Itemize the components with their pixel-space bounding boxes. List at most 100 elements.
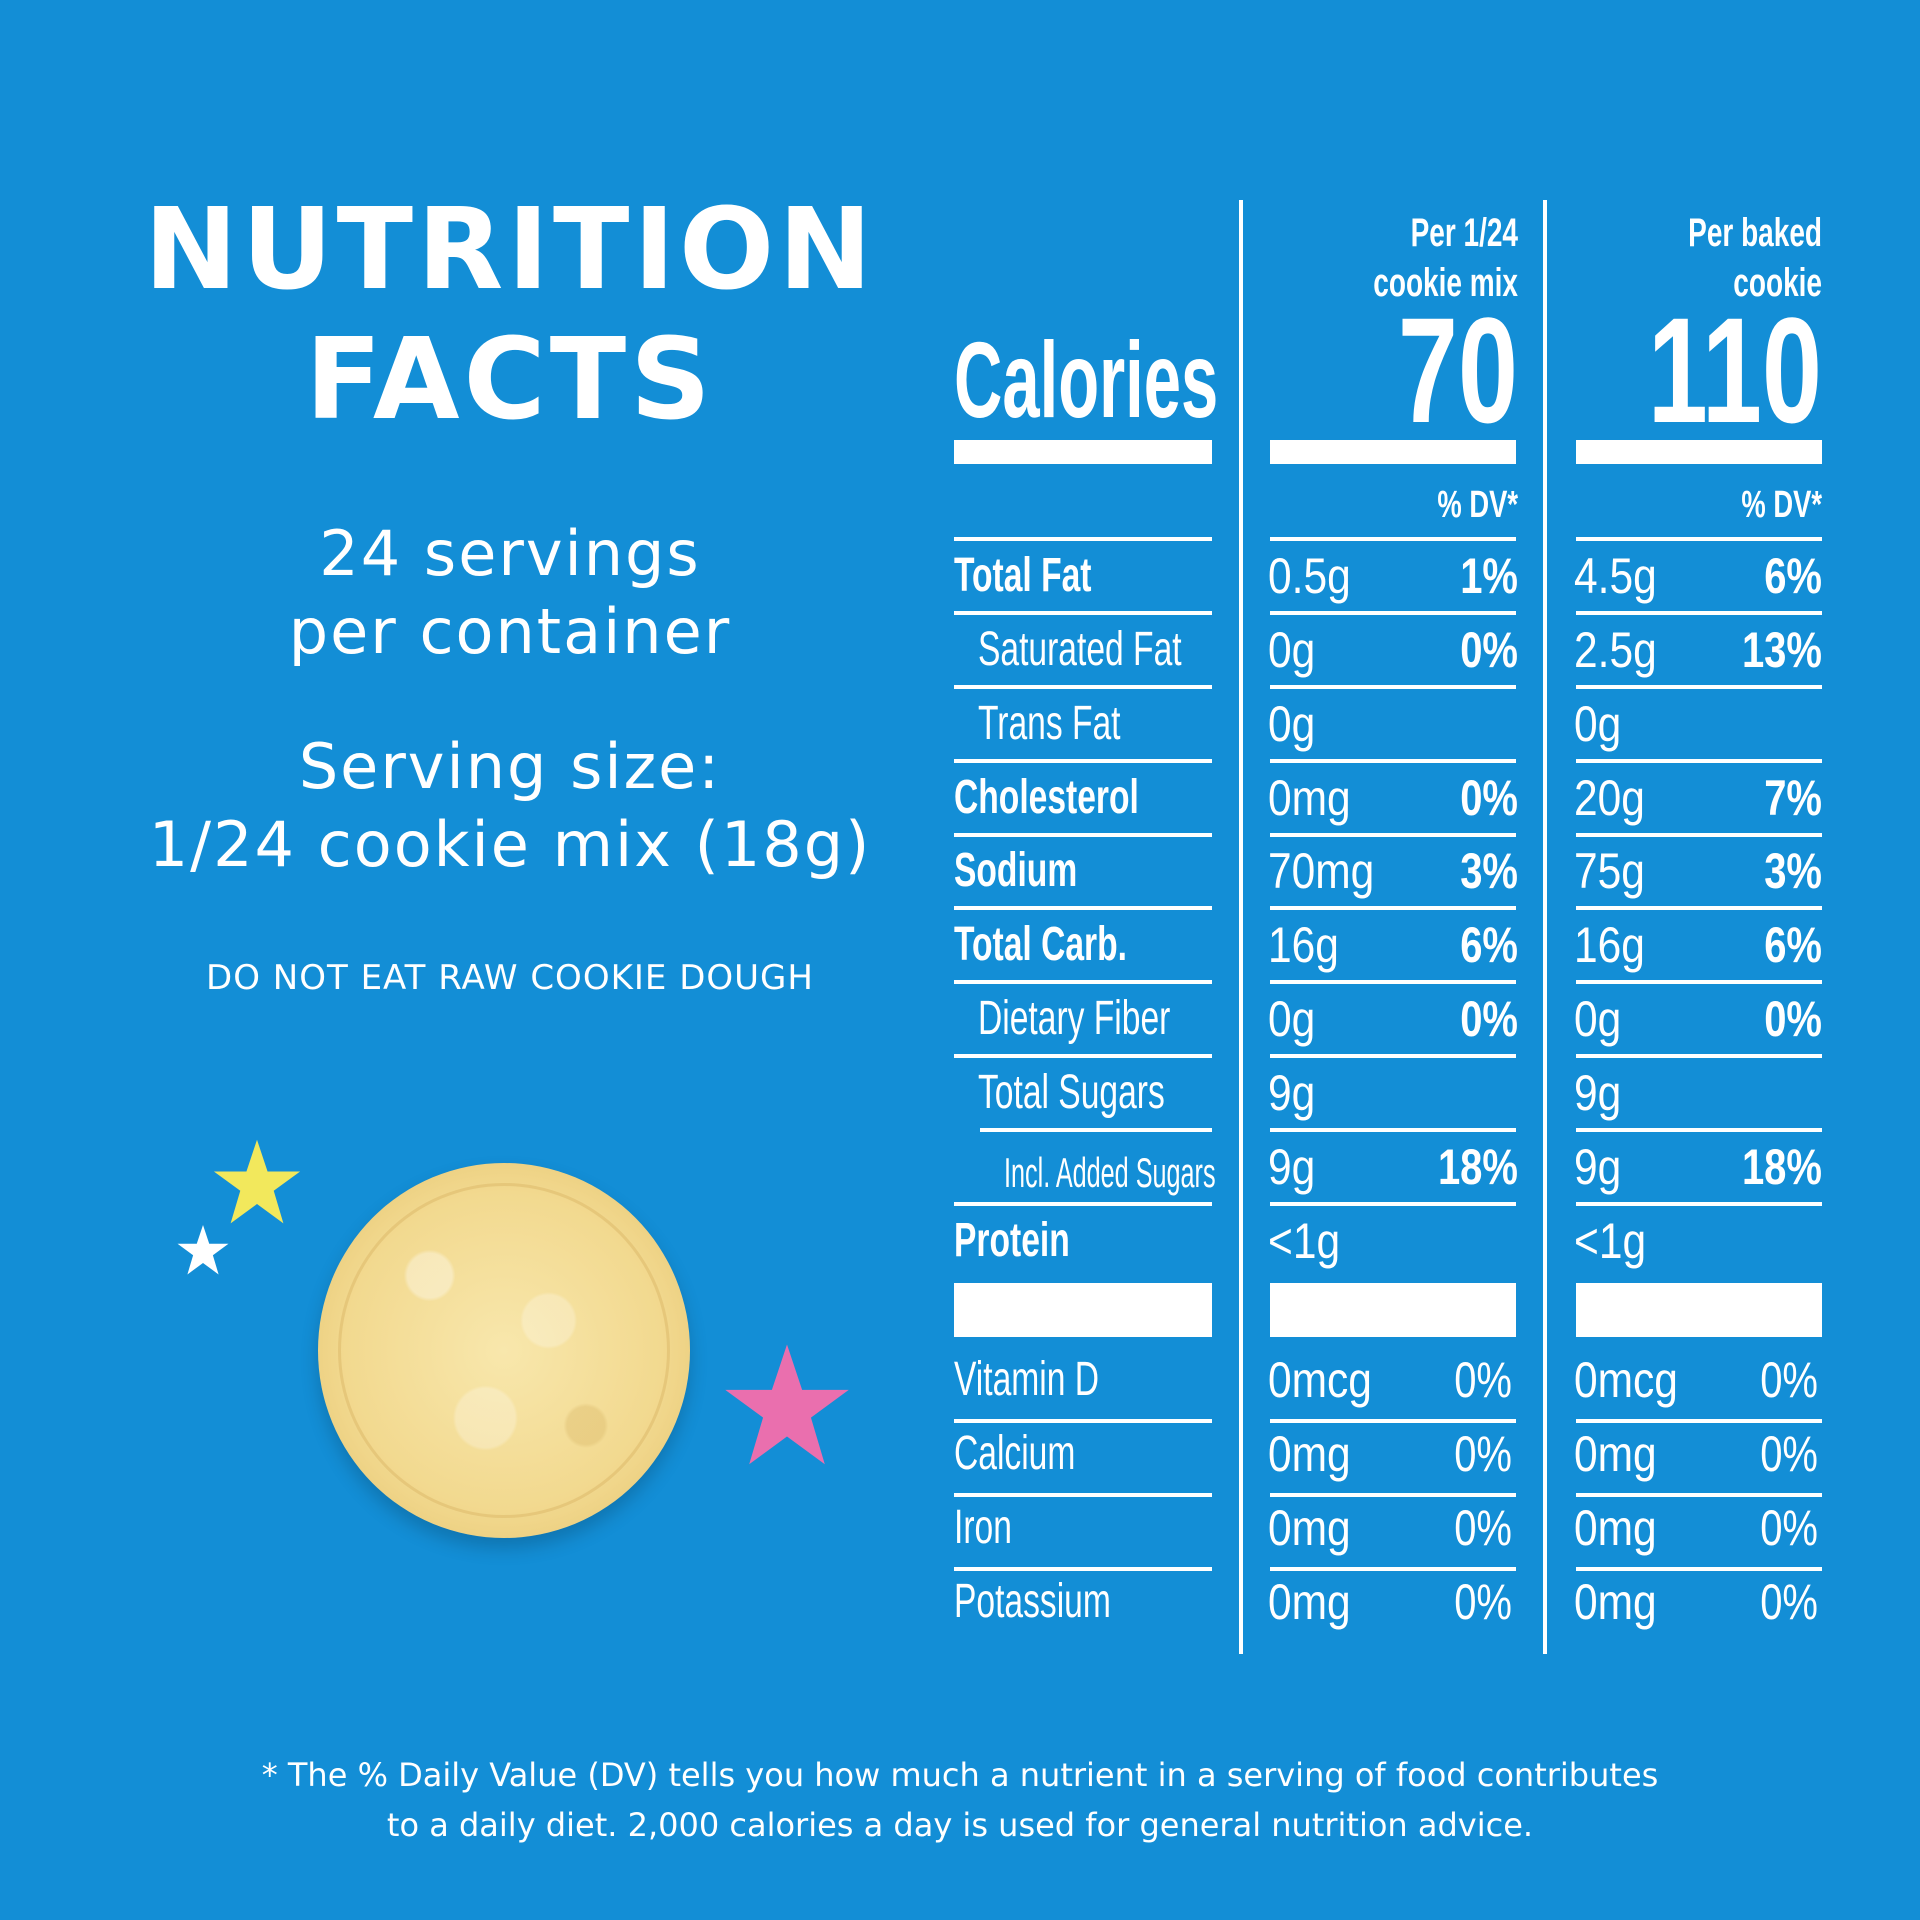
- baked-amount: 0mg: [1574, 1500, 1657, 1556]
- nutrient-label: Protein: [954, 1214, 1070, 1267]
- calories-rule-baked: [1576, 440, 1822, 464]
- rule: [1576, 1493, 1822, 1497]
- rule: [1270, 1054, 1516, 1058]
- calories-rule-mix: [1270, 440, 1516, 464]
- baked-dv: 6%: [1764, 917, 1822, 973]
- vitamin-separator-bar: [1576, 1283, 1822, 1337]
- rule: [1576, 1054, 1822, 1058]
- baked-dv: 0%: [1764, 991, 1822, 1047]
- col-mix-header-line2: cookie mix: [1373, 261, 1518, 305]
- footnote-line1: * The % Daily Value (DV) tells you how m…: [261, 1756, 1659, 1794]
- rule: [954, 980, 1212, 984]
- mix-dv: 0%: [1460, 991, 1518, 1047]
- rule: [1270, 833, 1516, 837]
- baked-dv: 0%: [1760, 1352, 1818, 1408]
- dv-header-baked: % DV*: [1741, 484, 1822, 526]
- baked-amount: <1g: [1574, 1213, 1647, 1269]
- vitamin-label: Vitamin D: [954, 1353, 1100, 1406]
- col-baked-header-line1: Per baked: [1688, 211, 1822, 255]
- mix-dv: 0%: [1454, 1426, 1512, 1482]
- baked-amount: 0mg: [1574, 1426, 1657, 1482]
- rule: [1576, 1419, 1822, 1423]
- rule: [954, 1419, 1212, 1423]
- rule: [1270, 611, 1516, 615]
- raw-dough-warning: DO NOT EAT RAW COOKIE DOUGH: [206, 958, 814, 998]
- mix-amount: 0g: [1268, 991, 1316, 1047]
- title-facts: FACTS: [305, 315, 715, 445]
- rule: [1270, 906, 1516, 910]
- rule: [1270, 1567, 1516, 1571]
- mix-amount: 16g: [1268, 917, 1339, 973]
- mix-dv: 0%: [1454, 1352, 1512, 1408]
- rule: [1576, 833, 1822, 837]
- nutrient-label: Incl. Added Sugars: [1004, 1149, 1216, 1196]
- rule: [1576, 906, 1822, 910]
- rule: [1270, 980, 1516, 984]
- rule: [1576, 685, 1822, 689]
- baked-amount: 2.5g: [1574, 622, 1657, 678]
- mix-dv: 0%: [1460, 622, 1518, 678]
- rule: [980, 1128, 1212, 1132]
- col-baked-header-line2: cookie: [1733, 261, 1822, 305]
- rule: [1576, 980, 1822, 984]
- rule: [1270, 537, 1516, 541]
- rule: [1270, 1202, 1516, 1206]
- rule: [954, 1567, 1212, 1571]
- mix-amount: 70mg: [1268, 843, 1375, 899]
- calories-mix-value: 70: [1397, 286, 1518, 454]
- rule: [954, 1054, 1212, 1058]
- rule: [954, 685, 1212, 689]
- calories-baked-value: 110: [1647, 286, 1822, 454]
- nutrient-label: Total Fat: [954, 549, 1092, 602]
- rule: [1270, 1419, 1516, 1423]
- rule: [954, 906, 1212, 910]
- baked-amount: 9g: [1574, 1065, 1622, 1121]
- rule: [954, 759, 1212, 763]
- rule: [1270, 759, 1516, 763]
- mix-dv: 0%: [1454, 1500, 1512, 1556]
- mix-amount: 0mg: [1268, 1574, 1351, 1630]
- rule: [1576, 759, 1822, 763]
- baked-dv: 6%: [1764, 548, 1822, 604]
- mix-amount: 0mcg: [1268, 1352, 1372, 1408]
- title-nutrition: NUTRITION: [143, 185, 876, 315]
- rule: [954, 611, 1212, 615]
- mix-amount: <1g: [1268, 1213, 1341, 1269]
- baked-amount: 20g: [1574, 770, 1645, 826]
- rule: [1270, 685, 1516, 689]
- baked-amount: 16g: [1574, 917, 1645, 973]
- baked-dv: 0%: [1760, 1574, 1818, 1630]
- mix-dv: 0%: [1454, 1574, 1512, 1630]
- dv-footnote: * The % Daily Value (DV) tells you how m…: [160, 1750, 1760, 1850]
- mix-amount: 0g: [1268, 696, 1316, 752]
- nutrient-label: Total Sugars: [978, 1066, 1165, 1119]
- nutrient-label: Dietary Fiber: [978, 992, 1171, 1045]
- mix-amount: 0mg: [1268, 1426, 1351, 1482]
- baked-amount: 0g: [1574, 991, 1622, 1047]
- rule: [954, 833, 1212, 837]
- baked-amount: 75g: [1574, 843, 1645, 899]
- baked-dv: 18%: [1741, 1139, 1822, 1195]
- star-white-icon: [177, 1225, 229, 1275]
- mix-dv: 0%: [1460, 770, 1518, 826]
- cookie-rim: [338, 1183, 670, 1518]
- servings-per-container-line1: 24 servings: [319, 517, 701, 590]
- mix-amount: 9g: [1268, 1139, 1316, 1195]
- vitamin-label: Calcium: [954, 1427, 1076, 1480]
- rule: [1576, 537, 1822, 541]
- servings-per-container-line2: per container: [288, 595, 732, 668]
- dv-header-mix: % DV*: [1437, 484, 1518, 526]
- star-pink-icon: [725, 1344, 849, 1465]
- rule: [954, 1202, 1212, 1206]
- mix-dv: 1%: [1460, 548, 1518, 604]
- rule: [954, 537, 1212, 541]
- footnote-line2: to a daily diet. 2,000 calories a day is…: [386, 1806, 1534, 1844]
- baked-dv: 0%: [1760, 1500, 1818, 1556]
- nutrient-label: Cholesterol: [954, 771, 1139, 824]
- rule: [1576, 1567, 1822, 1571]
- baked-dv: 13%: [1741, 622, 1822, 678]
- nutrient-label: Sodium: [954, 844, 1078, 897]
- vitamin-label: Potassium: [954, 1575, 1111, 1628]
- mix-amount: 0g: [1268, 622, 1316, 678]
- mix-dv: 3%: [1460, 843, 1518, 899]
